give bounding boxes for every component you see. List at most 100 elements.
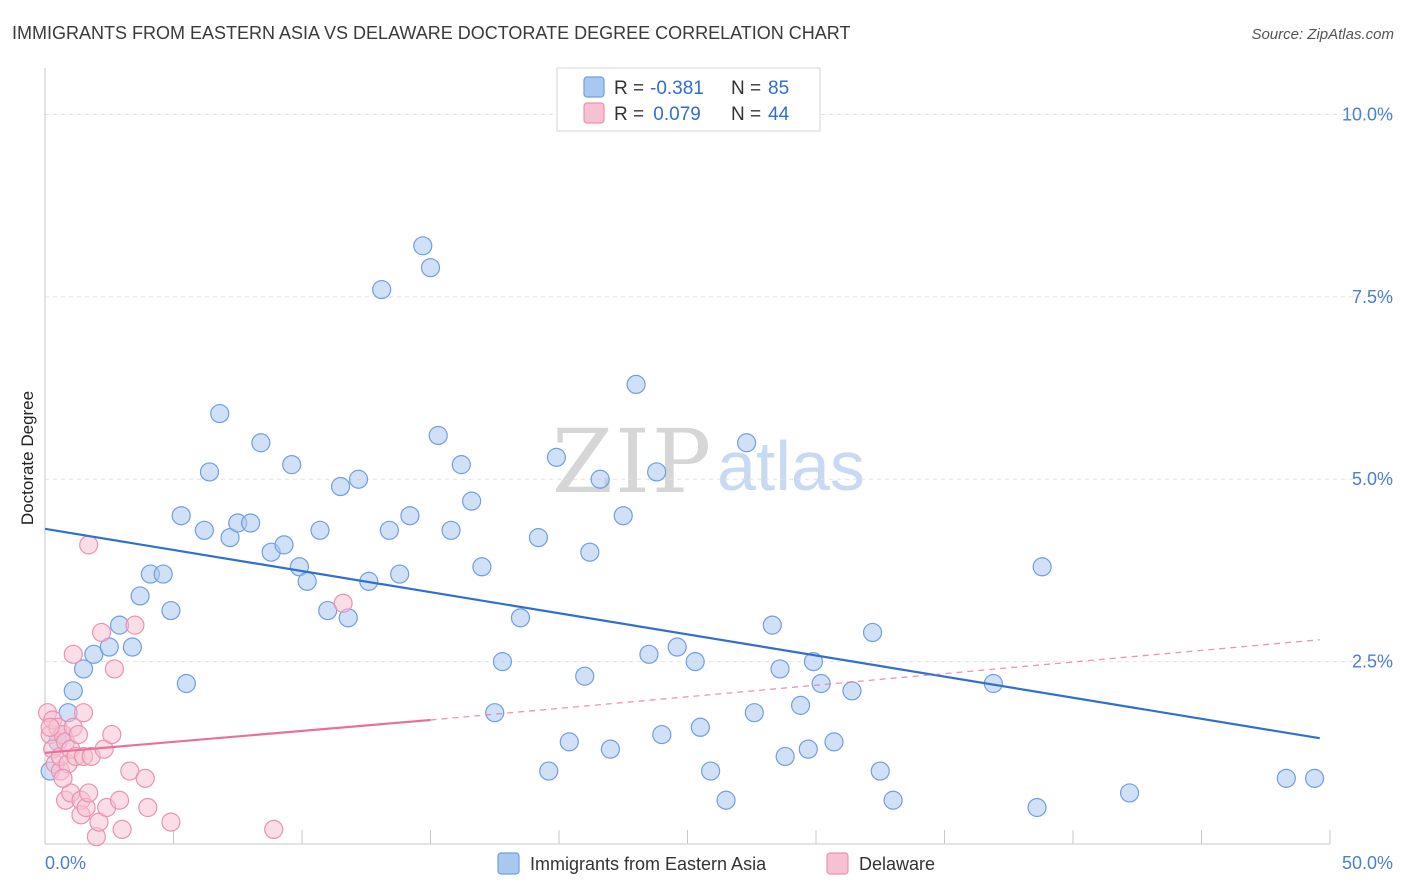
data-point — [84, 644, 104, 664]
data-point — [811, 673, 831, 694]
data-point — [737, 433, 757, 453]
data-point — [153, 564, 173, 584]
data-point — [53, 768, 73, 788]
data-point — [372, 279, 392, 300]
y-tick-label-0: 10.0% — [1342, 104, 1393, 124]
data-point — [539, 761, 559, 781]
data-point — [559, 732, 579, 752]
data-point — [413, 236, 433, 256]
data-point — [400, 506, 420, 526]
legend-n-label-2: N = — [731, 104, 761, 125]
data-point — [580, 542, 600, 562]
data-point — [130, 586, 150, 606]
data-point — [282, 455, 302, 475]
data-point — [241, 513, 261, 533]
data-point — [176, 673, 196, 694]
data-point — [390, 564, 410, 584]
x-tick-label-min: 0.0% — [45, 853, 86, 873]
data-point — [333, 593, 353, 613]
trend-line-extension-1 — [430, 639, 1320, 721]
data-point — [1027, 797, 1047, 818]
y-axis-label: Doctorate Degree — [18, 391, 37, 525]
data-point — [318, 600, 338, 621]
data-point — [125, 615, 145, 635]
data-point — [297, 571, 317, 591]
data-point — [120, 761, 140, 781]
data-point — [824, 732, 844, 752]
data-point — [528, 527, 549, 548]
data-point — [744, 703, 764, 723]
data-point — [775, 746, 795, 767]
data-point — [870, 761, 890, 781]
data-point — [770, 659, 790, 679]
zipatlas-watermark: ZIP atlas — [552, 410, 865, 513]
y-tick-labels: 10.0% 7.5% 5.0% 2.5% — [1342, 104, 1393, 671]
y-tick-label-2: 5.0% — [1352, 469, 1393, 489]
data-point — [701, 761, 721, 781]
data-point — [161, 600, 181, 621]
data-point — [626, 374, 646, 394]
data-point — [690, 717, 710, 737]
bottom-legend-swatch-delaware — [826, 852, 849, 875]
grid-lines — [45, 113, 1392, 663]
trend-line-1 — [44, 718, 431, 754]
chart-source: Source: ZipAtlas.com — [1251, 26, 1394, 43]
data-point — [73, 659, 94, 679]
series-legend: Immigrants from Eastern Asia Delaware — [497, 852, 935, 875]
y-tick-label-1: 7.5% — [1352, 287, 1393, 307]
series-delaware-points — [37, 535, 353, 847]
legend-r-value-1: -0.381 — [650, 78, 704, 99]
data-point — [613, 506, 633, 526]
legend-n-value-2: 44 — [768, 104, 790, 125]
data-point — [138, 797, 158, 818]
data-point — [420, 258, 441, 278]
watermark-zip: ZIP — [552, 410, 713, 513]
x-tick-label-max: 50.0% — [1342, 853, 1393, 873]
data-point — [575, 666, 595, 686]
series-eastern-asia-points — [40, 236, 1325, 818]
legend-swatch-eastern-asia — [583, 76, 605, 98]
bottom-legend-swatch-eastern-asia — [497, 852, 520, 875]
data-point — [68, 724, 89, 745]
data-point — [462, 491, 482, 511]
data-point — [210, 403, 230, 424]
data-point — [310, 520, 330, 540]
stats-legend: R = -0.381 N = 85 R = 0.079 N = 44 — [556, 67, 821, 132]
data-point — [441, 520, 461, 540]
data-point — [264, 819, 284, 840]
data-point — [379, 520, 399, 540]
data-point — [647, 462, 667, 482]
data-point — [63, 681, 83, 701]
data-point — [194, 520, 214, 540]
legend-n-value-1: 85 — [768, 78, 789, 99]
data-point — [109, 790, 130, 810]
data-point — [122, 637, 142, 657]
data-point — [762, 615, 782, 635]
data-point — [485, 703, 505, 723]
data-point — [428, 425, 448, 446]
data-point — [104, 659, 124, 679]
data-point — [135, 768, 155, 788]
data-point — [510, 608, 531, 628]
data-point — [73, 703, 94, 723]
chart-title: IMMIGRANTS FROM EASTERN ASIA VS DELAWARE… — [12, 23, 850, 43]
data-point — [842, 681, 862, 701]
trend-lines — [44, 527, 1320, 754]
x-tick-labels: 0.0% 50.0% — [45, 853, 1393, 873]
data-point — [40, 717, 60, 737]
legend-r-label-1: R = — [614, 78, 644, 99]
data-point — [1032, 557, 1052, 577]
data-point — [79, 783, 99, 803]
data-point — [798, 739, 818, 759]
data-point — [451, 455, 471, 475]
legend-n-label-1: N = — [731, 78, 761, 99]
data-point — [199, 462, 220, 482]
data-point — [590, 469, 610, 489]
bottom-legend-label-delaware: Delaware — [859, 854, 935, 874]
data-point — [546, 447, 567, 467]
data-point — [274, 535, 294, 555]
trend-line-0 — [44, 527, 1320, 740]
data-point — [472, 557, 492, 577]
data-point — [652, 724, 672, 745]
